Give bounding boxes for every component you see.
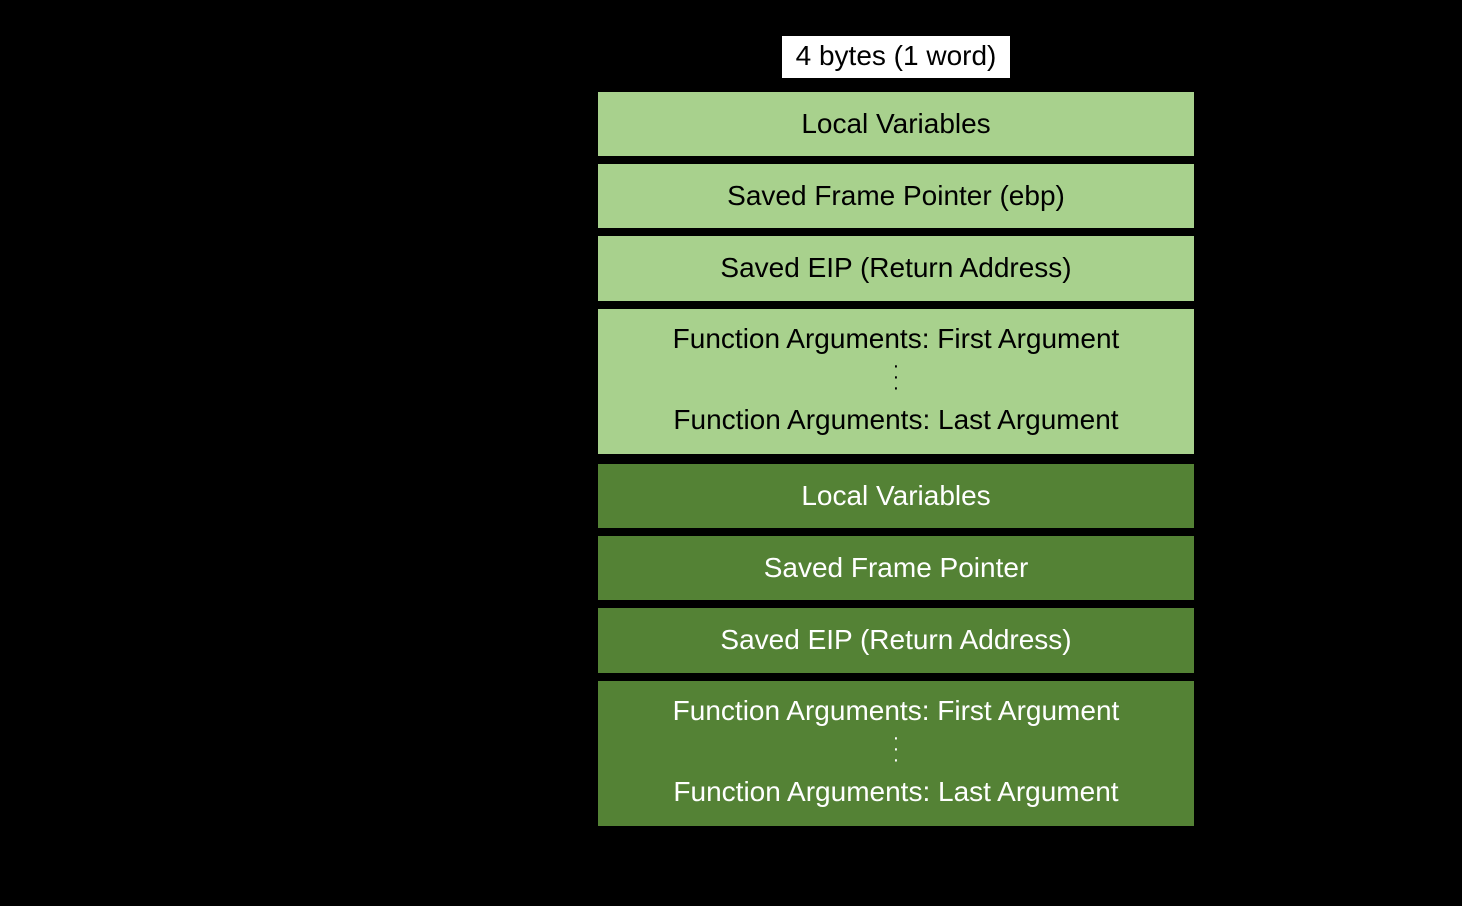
width-indicator-row: 4 bytes (1 word) bbox=[596, 34, 1196, 90]
stack-cell: Saved EIP (Return Address) bbox=[596, 606, 1196, 674]
args-first-line: Function Arguments: First Argument bbox=[606, 695, 1186, 727]
args-last-line: Function Arguments: Last Argument bbox=[606, 404, 1186, 436]
stack-frame-callee: Local VariablesSaved Frame Pointer (ebp)… bbox=[596, 90, 1196, 456]
width-indicator-label: 4 bytes (1 word) bbox=[782, 36, 1011, 78]
vertical-ellipsis-icon: · · · bbox=[606, 361, 1186, 394]
stack-cell: Saved EIP (Return Address) bbox=[596, 234, 1196, 302]
stack-cell: Saved Frame Pointer (ebp) bbox=[596, 162, 1196, 230]
stack-cell: Local Variables bbox=[596, 90, 1196, 158]
stack-cell: Local Variables bbox=[596, 462, 1196, 530]
stack-cell-arguments: Function Arguments: First Argument · · · F… bbox=[596, 307, 1196, 456]
args-first-line: Function Arguments: First Argument bbox=[606, 323, 1186, 355]
stack-diagram: 4 bytes (1 word) Local VariablesSaved Fr… bbox=[596, 34, 1196, 828]
args-last-line: Function Arguments: Last Argument bbox=[606, 776, 1186, 808]
stack-cell-arguments: Function Arguments: First Argument · · · F… bbox=[596, 679, 1196, 828]
vertical-ellipsis-icon: · · · bbox=[606, 733, 1186, 766]
stack-frame-caller: Local VariablesSaved Frame PointerSaved … bbox=[596, 462, 1196, 828]
stack-cell: Saved Frame Pointer bbox=[596, 534, 1196, 602]
stack-frames-container: Local VariablesSaved Frame Pointer (ebp)… bbox=[596, 90, 1196, 828]
